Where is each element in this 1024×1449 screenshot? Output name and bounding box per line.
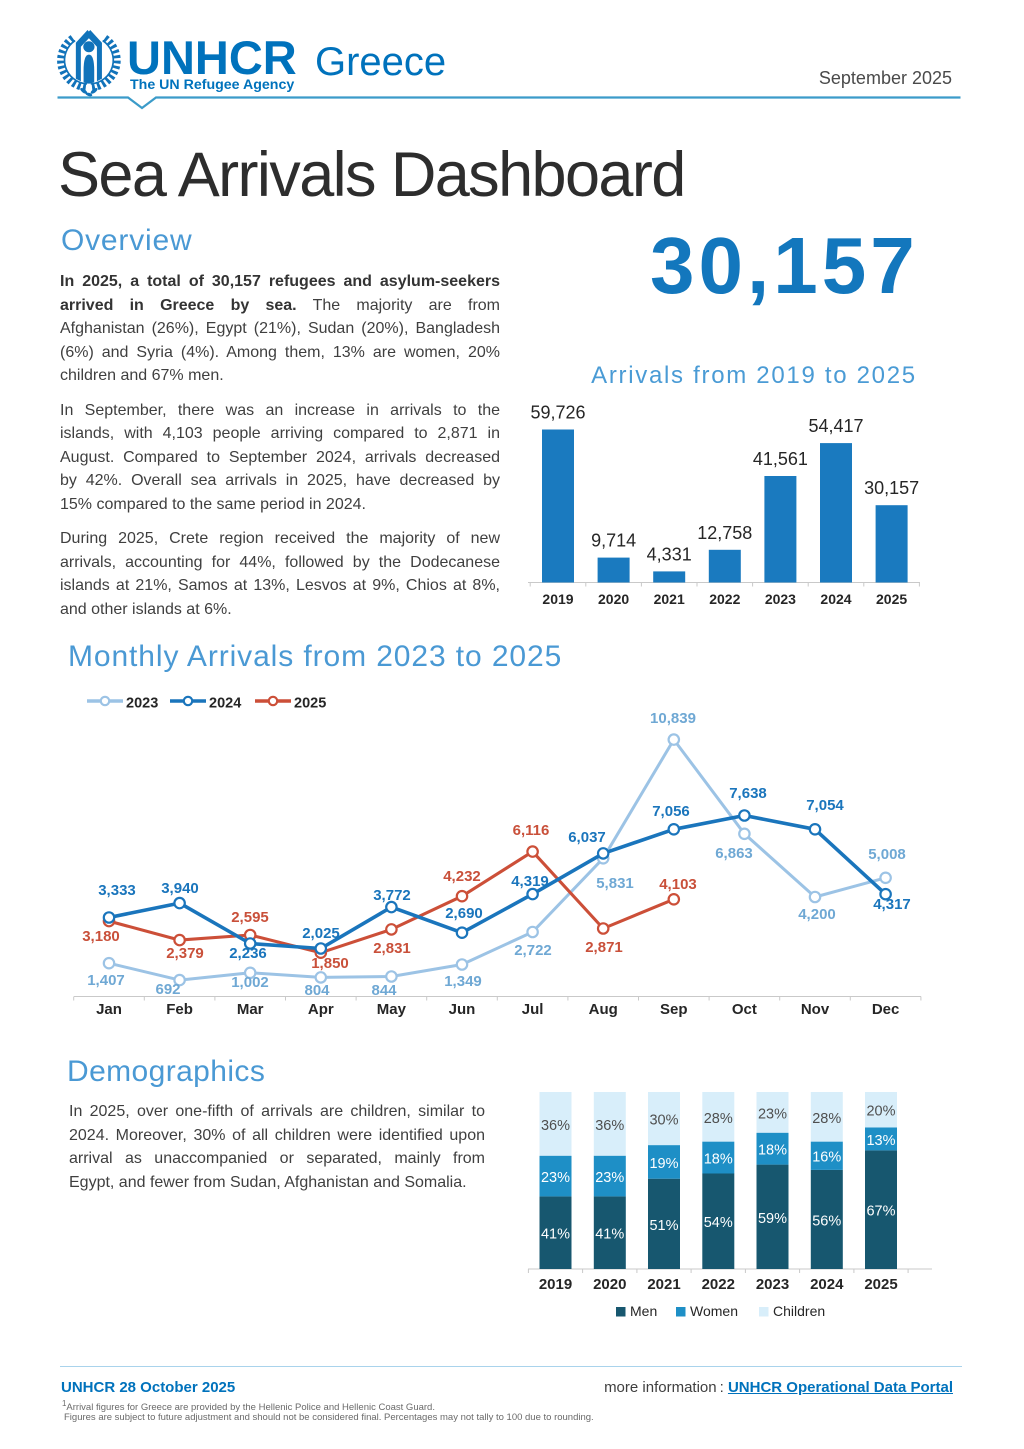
- svg-text:20%: 20%: [866, 1104, 895, 1120]
- svg-text:Nov: Nov: [801, 1001, 830, 1018]
- svg-text:7,056: 7,056: [652, 803, 690, 820]
- svg-text:10,839: 10,839: [650, 710, 696, 727]
- svg-text:Sep: Sep: [660, 1001, 688, 1018]
- svg-text:12,758: 12,758: [697, 523, 752, 543]
- svg-text:2019: 2019: [539, 1276, 572, 1293]
- svg-text:Men: Men: [630, 1303, 657, 1319]
- svg-text:Women: Women: [690, 1303, 738, 1319]
- svg-text:Dec: Dec: [872, 1001, 900, 1018]
- svg-text:9,714: 9,714: [591, 531, 636, 551]
- svg-text:30%: 30%: [649, 1113, 678, 1129]
- svg-text:6,116: 6,116: [513, 822, 550, 839]
- svg-text:2023: 2023: [126, 696, 158, 712]
- svg-text:5,831: 5,831: [596, 875, 634, 892]
- svg-text:1,002: 1,002: [231, 974, 269, 991]
- svg-text:56%: 56%: [812, 1213, 841, 1229]
- svg-text:844: 844: [371, 982, 397, 999]
- svg-text:Apr: Apr: [308, 1001, 334, 1018]
- svg-text:2,236: 2,236: [229, 945, 267, 962]
- svg-text:804: 804: [304, 982, 330, 999]
- svg-text:2024: 2024: [209, 696, 241, 712]
- svg-text:2023: 2023: [765, 591, 796, 607]
- svg-text:51%: 51%: [649, 1218, 678, 1234]
- svg-text:2,722: 2,722: [514, 942, 552, 959]
- svg-text:7,054: 7,054: [806, 797, 844, 814]
- svg-text:5,008: 5,008: [868, 846, 906, 863]
- svg-text:23%: 23%: [758, 1106, 787, 1122]
- svg-text:Mar: Mar: [237, 1001, 264, 1018]
- svg-text:67%: 67%: [866, 1204, 895, 1220]
- svg-text:2022: 2022: [702, 1276, 735, 1293]
- svg-text:2,379: 2,379: [166, 945, 204, 962]
- svg-text:7,638: 7,638: [729, 785, 767, 802]
- svg-text:2025: 2025: [876, 591, 907, 607]
- svg-text:41%: 41%: [595, 1227, 624, 1243]
- svg-text:3,772: 3,772: [373, 887, 411, 904]
- svg-text:2023: 2023: [756, 1276, 789, 1293]
- svg-text:36%: 36%: [541, 1118, 570, 1134]
- svg-text:28%: 28%: [704, 1111, 733, 1127]
- svg-text:2,831: 2,831: [373, 940, 411, 957]
- svg-text:4,200: 4,200: [798, 906, 836, 923]
- svg-text:23%: 23%: [595, 1170, 624, 1186]
- svg-text:30,157: 30,157: [864, 478, 919, 498]
- svg-text:May: May: [377, 1001, 407, 1018]
- svg-text:2024: 2024: [810, 1276, 844, 1293]
- svg-text:36%: 36%: [595, 1118, 624, 1134]
- svg-text:692: 692: [155, 981, 180, 998]
- svg-text:59%: 59%: [758, 1211, 787, 1227]
- svg-text:6,863: 6,863: [715, 845, 753, 862]
- svg-text:19%: 19%: [649, 1156, 678, 1172]
- svg-text:2022: 2022: [709, 591, 740, 607]
- svg-text:2021: 2021: [654, 591, 685, 607]
- svg-text:Oct: Oct: [732, 1001, 757, 1018]
- svg-text:Jun: Jun: [449, 1001, 476, 1018]
- svg-text:54%: 54%: [704, 1215, 733, 1231]
- svg-text:2025: 2025: [864, 1276, 897, 1293]
- svg-text:Aug: Aug: [589, 1001, 618, 1018]
- svg-text:4,331: 4,331: [647, 544, 692, 564]
- svg-text:2,025: 2,025: [302, 925, 340, 942]
- svg-text:2,690: 2,690: [445, 905, 483, 922]
- svg-text:2,595: 2,595: [231, 909, 269, 926]
- svg-text:2,871: 2,871: [585, 939, 623, 956]
- svg-text:41%: 41%: [541, 1227, 570, 1243]
- svg-text:Jul: Jul: [522, 1001, 544, 1018]
- svg-text:6,037: 6,037: [568, 829, 606, 846]
- svg-text:Jan: Jan: [96, 1001, 122, 1018]
- svg-text:4,232: 4,232: [443, 868, 481, 885]
- svg-text:3,333: 3,333: [98, 882, 136, 899]
- svg-text:28%: 28%: [812, 1111, 841, 1127]
- svg-text:18%: 18%: [704, 1152, 733, 1168]
- svg-text:1,407: 1,407: [87, 972, 125, 989]
- svg-text:4,103: 4,103: [659, 876, 697, 893]
- svg-text:23%: 23%: [541, 1170, 570, 1186]
- svg-text:2019: 2019: [542, 591, 573, 607]
- svg-text:4,319: 4,319: [511, 873, 549, 890]
- svg-text:1,349: 1,349: [444, 973, 482, 990]
- svg-text:2020: 2020: [593, 1276, 626, 1293]
- svg-text:4,317: 4,317: [873, 896, 911, 913]
- svg-text:41,561: 41,561: [753, 449, 808, 469]
- svg-text:2024: 2024: [820, 591, 851, 607]
- svg-text:Feb: Feb: [166, 1001, 193, 1018]
- svg-text:18%: 18%: [758, 1143, 787, 1159]
- svg-text:2020: 2020: [598, 591, 629, 607]
- svg-text:54,417: 54,417: [808, 416, 863, 436]
- svg-text:13%: 13%: [866, 1133, 895, 1149]
- svg-text:16%: 16%: [812, 1150, 841, 1166]
- svg-text:2021: 2021: [647, 1276, 680, 1293]
- svg-text:3,940: 3,940: [161, 880, 199, 897]
- svg-text:59,726: 59,726: [530, 403, 585, 423]
- svg-text:Children: Children: [773, 1303, 825, 1319]
- svg-text:1,850: 1,850: [311, 955, 349, 972]
- svg-text:3,180: 3,180: [82, 928, 120, 945]
- svg-text:2025: 2025: [294, 696, 326, 712]
